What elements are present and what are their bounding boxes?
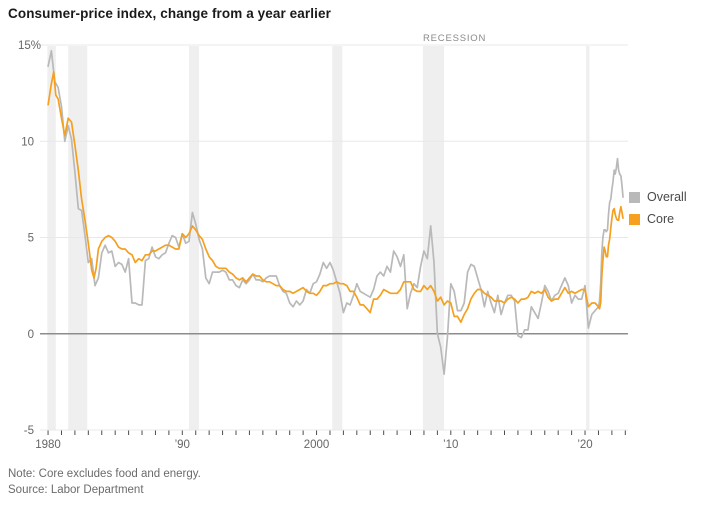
page-title: Consumer-price index, change from a year… [8,6,331,21]
recession-label: RECESSION [423,33,487,44]
x-tick-label: ’90 [175,439,190,451]
x-tick-label: ’10 [443,439,458,451]
x-tick-label: 2000 [304,439,330,451]
legend-label-core: Core [647,212,675,226]
x-tick-label: 1980 [35,439,61,451]
legend: Overall Core [629,189,687,233]
core-line [47,71,624,324]
y-tick-label: 5 [28,233,34,245]
legend-item-core: Core [629,211,687,227]
y-tick-label: 0 [28,329,34,341]
legend-item-overall: Overall [629,189,687,205]
overall-line [47,49,624,376]
y-tick-label: -5 [24,425,34,437]
overall-swatch-icon [629,191,640,203]
legend-label-overall: Overall [647,190,687,204]
footnotes: Note: Core excludes food and energy. Sou… [8,466,201,498]
chart-note: Note: Core excludes food and energy. [8,468,201,480]
chart-source: Source: Labor Department [8,484,144,496]
x-tick-label: ’20 [577,439,592,451]
y-tick-label: 10 [21,136,34,148]
y-tick-label: 15% [18,40,41,52]
core-swatch-icon [629,213,640,225]
